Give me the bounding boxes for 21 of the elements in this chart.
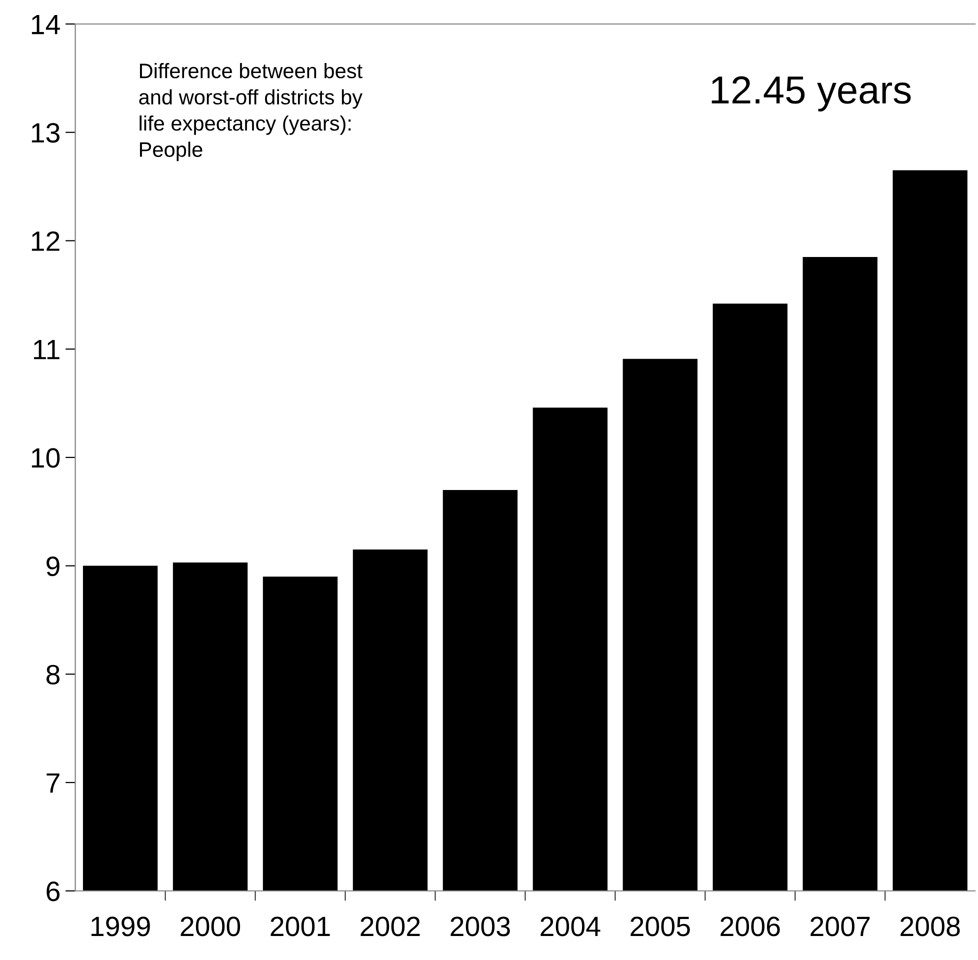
x-tick-label: 2005 bbox=[630, 916, 690, 936]
y-tick-label: 14 bbox=[32, 14, 60, 34]
y-tick-label: 10 bbox=[32, 448, 60, 468]
annotation: 12.45 years bbox=[712, 76, 911, 112]
x-tick-label: 2001 bbox=[270, 916, 330, 936]
x-tick-label: 2006 bbox=[720, 916, 780, 936]
y-tick-label: 11 bbox=[34, 340, 60, 360]
x-tick-label: 2000 bbox=[180, 916, 240, 936]
x-tick-label: 1999 bbox=[92, 916, 150, 936]
x-tick-label: 2007 bbox=[810, 916, 870, 936]
y-tick-label: 9 bbox=[46, 556, 60, 576]
text: Difference between best and worst-off districts by life expectancy (years): People bbox=[139, 63, 362, 162]
x-tick-label: 2008 bbox=[900, 916, 960, 936]
x-tick-label: 2003 bbox=[450, 916, 510, 936]
y-tick-label: 6 bbox=[46, 882, 60, 902]
y-tick-label: 13 bbox=[32, 123, 60, 143]
x-tick-label: 2004 bbox=[540, 916, 600, 936]
y-tick-label: 7 bbox=[46, 773, 60, 793]
x-tick-label: 2002 bbox=[360, 916, 420, 936]
y-tick-label: 8 bbox=[46, 664, 60, 684]
y-tick-label: 12 bbox=[32, 231, 60, 251]
